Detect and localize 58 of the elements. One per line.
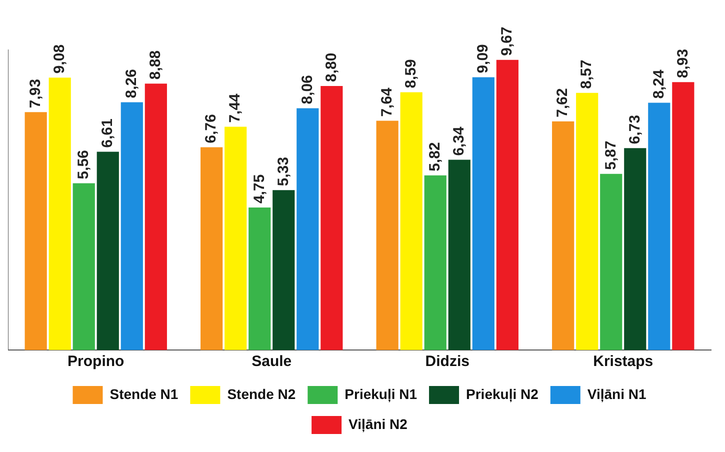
legend-label: Viļāni N2 [348, 416, 408, 433]
bar [400, 92, 422, 350]
data-label: 5,87 [602, 140, 620, 170]
data-label: 7,62 [554, 88, 572, 118]
data-label: 7,64 [378, 86, 396, 117]
data-label: 8,06 [298, 74, 316, 104]
bar [472, 77, 494, 350]
data-label: 8,93 [674, 48, 692, 78]
data-label: 8,24 [650, 68, 668, 99]
data-label: 9,09 [474, 44, 492, 74]
bar [424, 175, 446, 350]
bar [496, 60, 518, 350]
legend-label: Priekuļi N2 [466, 386, 539, 403]
bar [448, 160, 470, 350]
bar [272, 190, 295, 350]
bar [200, 147, 223, 350]
bar [552, 121, 574, 350]
data-label: 7,93 [26, 78, 44, 108]
bar [48, 78, 71, 350]
data-label: 5,82 [426, 142, 444, 172]
data-label: 5,56 [75, 150, 92, 180]
data-label: 8,26 [123, 68, 140, 98]
bar [320, 86, 343, 350]
x-tick-label: Kristaps [593, 353, 654, 370]
bar [248, 208, 271, 350]
data-label: 7,44 [226, 92, 244, 123]
x-tick-label: Propino [68, 353, 124, 370]
bar [296, 108, 319, 350]
data-label: 8,59 [402, 59, 420, 88]
data-label: 8,88 [147, 50, 164, 80]
data-label: 5,33 [274, 156, 292, 186]
data-label: 8,57 [578, 60, 596, 89]
data-label: 6,73 [626, 114, 644, 144]
legend-label: Viļāni N1 [587, 386, 646, 403]
data-label: 9,67 [498, 26, 516, 56]
bar [600, 174, 622, 350]
bar [96, 152, 119, 350]
bar [648, 102, 670, 350]
bar [224, 126, 247, 350]
data-label: 4,75 [250, 174, 268, 204]
data-label: 6,34 [450, 126, 468, 156]
bar [72, 183, 95, 350]
bar [672, 82, 694, 350]
data-label: 6,61 [99, 118, 116, 148]
data-label: 9,08 [50, 44, 68, 74]
data-label: 6,76 [202, 114, 220, 144]
x-tick-label: Didzis [425, 353, 470, 370]
bar [120, 102, 143, 350]
legend-label: Stende N1 [110, 386, 178, 402]
legend-label: Stende N2 [227, 386, 296, 402]
bar [576, 92, 598, 350]
bar [624, 148, 646, 350]
x-tick-label: Saule [252, 353, 292, 370]
data-label: 8,80 [322, 52, 340, 82]
bar [24, 112, 47, 350]
bar [144, 84, 167, 350]
legend-label: Priekuļi N1 [344, 386, 418, 403]
bar [376, 120, 398, 350]
